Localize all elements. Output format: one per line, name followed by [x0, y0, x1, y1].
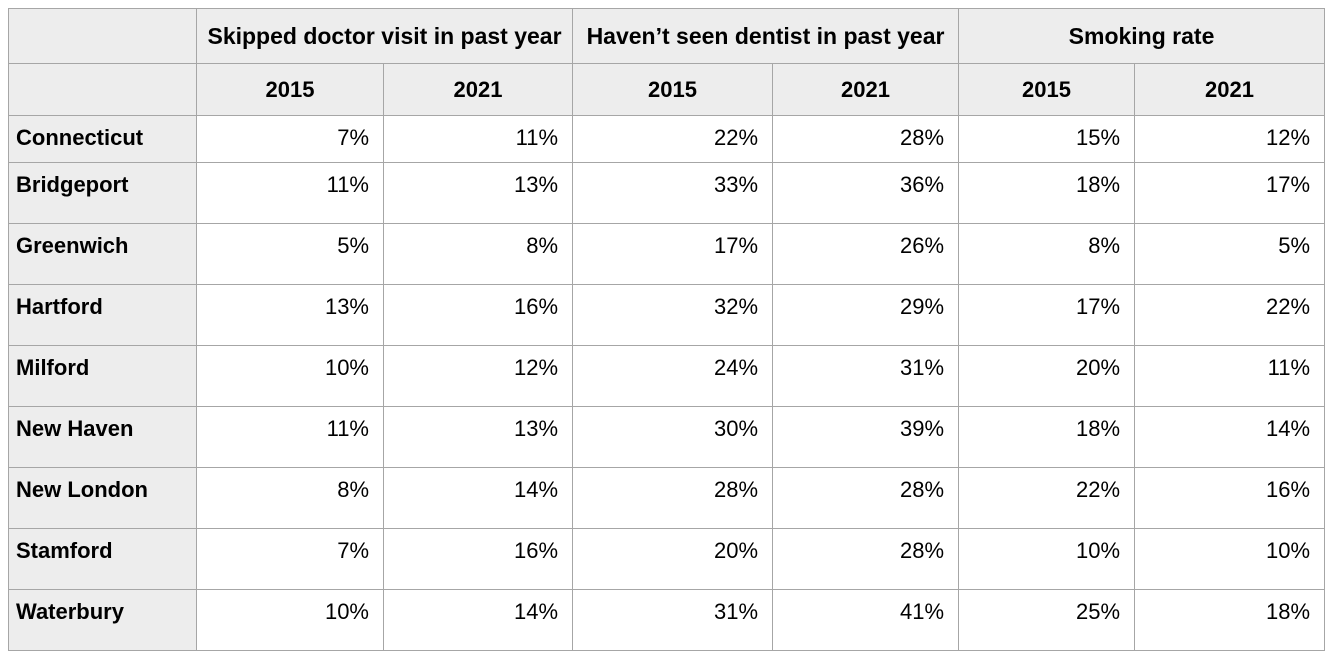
data-cell: 14% — [382, 467, 574, 529]
data-cell: 16% — [382, 284, 574, 346]
data-cell: 20% — [958, 345, 1136, 407]
data-cell: 31% — [572, 589, 774, 651]
col-group-dentist: Haven’t seen dentist in past year — [572, 8, 960, 64]
row-label: Hartford — [8, 284, 197, 346]
data-cell: 11% — [196, 162, 384, 224]
data-cell: 8% — [196, 467, 384, 529]
row-label: Stamford — [8, 528, 197, 590]
row-label: Connecticut — [8, 115, 197, 163]
data-cell: 18% — [958, 406, 1136, 468]
data-cell: 7% — [196, 528, 384, 590]
row-label: New London — [8, 467, 197, 529]
table-row-waterbury: Waterbury 10% 14% 31% 41% 25% 18% — [8, 589, 1326, 651]
row-label: Waterbury — [8, 589, 197, 651]
year-header-dentist-2015: 2015 — [572, 63, 774, 116]
data-cell: 12% — [382, 345, 574, 407]
data-cell: 24% — [572, 345, 774, 407]
table-row-new-london: New London 8% 14% 28% 28% 22% 16% — [8, 467, 1326, 529]
data-cell: 12% — [1134, 115, 1326, 163]
data-cell: 29% — [772, 284, 960, 346]
data-cell: 20% — [572, 528, 774, 590]
data-cell: 25% — [958, 589, 1136, 651]
data-cell: 17% — [572, 223, 774, 285]
data-cell: 32% — [572, 284, 774, 346]
corner-cell-top — [8, 8, 197, 64]
data-cell: 5% — [196, 223, 384, 285]
data-cell: 16% — [382, 528, 574, 590]
table-row-bridgeport: Bridgeport 11% 13% 33% 36% 18% 17% — [8, 162, 1326, 224]
table-row-greenwich: Greenwich 5% 8% 17% 26% 8% 5% — [8, 223, 1326, 285]
data-cell: 15% — [958, 115, 1136, 163]
data-cell: 5% — [1134, 223, 1326, 285]
year-header-smoking-2021: 2021 — [1134, 63, 1326, 116]
data-cell: 28% — [772, 115, 960, 163]
data-cell: 22% — [572, 115, 774, 163]
data-cell: 17% — [1134, 162, 1326, 224]
row-label: Milford — [8, 345, 197, 407]
data-cell: 10% — [1134, 528, 1326, 590]
data-cell: 30% — [572, 406, 774, 468]
data-cell: 11% — [1134, 345, 1326, 407]
table-row-milford: Milford 10% 12% 24% 31% 20% 11% — [8, 345, 1326, 407]
data-cell: 28% — [572, 467, 774, 529]
data-cell: 39% — [772, 406, 960, 468]
year-header-skipped-2021: 2021 — [382, 63, 574, 116]
table-row-connecticut: Connecticut 7% 11% 22% 28% 15% 12% — [8, 115, 1326, 163]
data-cell: 16% — [1134, 467, 1326, 529]
data-cell: 18% — [958, 162, 1136, 224]
data-cell: 8% — [382, 223, 574, 285]
data-cell: 13% — [382, 162, 574, 224]
data-cell: 14% — [382, 589, 574, 651]
year-header-smoking-2015: 2015 — [958, 63, 1136, 116]
data-cell: 10% — [196, 345, 384, 407]
data-cell: 28% — [772, 467, 960, 529]
data-cell: 13% — [196, 284, 384, 346]
data-cell: 8% — [958, 223, 1136, 285]
data-cell: 10% — [196, 589, 384, 651]
data-cell: 13% — [382, 406, 574, 468]
data-cell: 17% — [958, 284, 1136, 346]
row-label: Bridgeport — [8, 162, 197, 224]
table-row-new-haven: New Haven 11% 13% 30% 39% 18% 14% — [8, 406, 1326, 468]
data-cell: 22% — [1134, 284, 1326, 346]
data-cell: 22% — [958, 467, 1136, 529]
data-cell: 11% — [382, 115, 574, 163]
data-cell: 11% — [196, 406, 384, 468]
health-stats-table: Skipped doctor visit in past year Haven’… — [8, 8, 1326, 651]
data-cell: 26% — [772, 223, 960, 285]
data-cell: 33% — [572, 162, 774, 224]
col-group-smoking: Smoking rate — [958, 8, 1326, 64]
row-label: New Haven — [8, 406, 197, 468]
year-header-dentist-2021: 2021 — [772, 63, 960, 116]
year-header-skipped-2015: 2015 — [196, 63, 384, 116]
group-header-row: Skipped doctor visit in past year Haven’… — [8, 8, 1326, 64]
data-cell: 18% — [1134, 589, 1326, 651]
data-cell: 14% — [1134, 406, 1326, 468]
year-header-row: 2015 2021 2015 2021 2015 2021 — [8, 63, 1326, 116]
data-cell: 31% — [772, 345, 960, 407]
data-cell: 10% — [958, 528, 1136, 590]
col-group-skipped-doctor: Skipped doctor visit in past year — [195, 8, 574, 64]
table-row-stamford: Stamford 7% 16% 20% 28% 10% 10% — [8, 528, 1326, 590]
corner-cell-bottom — [8, 63, 197, 116]
table-row-hartford: Hartford 13% 16% 32% 29% 17% 22% — [8, 284, 1326, 346]
data-cell: 36% — [772, 162, 960, 224]
data-cell: 41% — [772, 589, 960, 651]
data-cell: 28% — [772, 528, 960, 590]
row-label: Greenwich — [8, 223, 197, 285]
data-cell: 7% — [196, 115, 384, 163]
